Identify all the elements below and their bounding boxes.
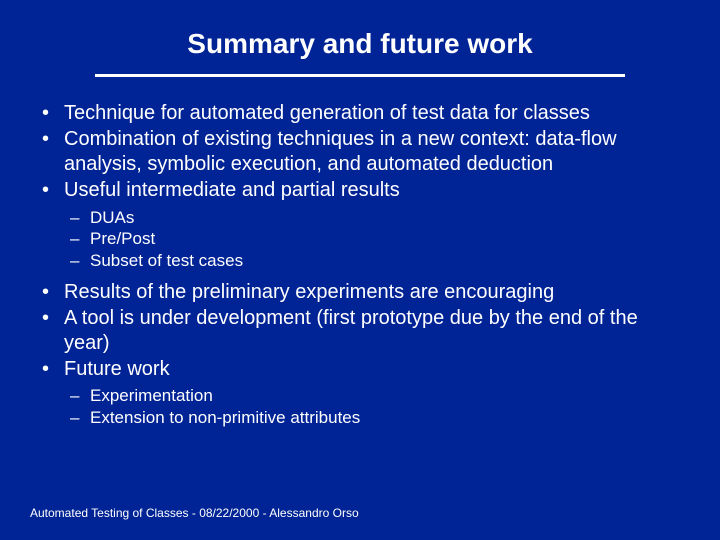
bullet-item: Useful intermediate and partial results … bbox=[36, 178, 684, 272]
sub-bullet-item: Subset of test cases bbox=[64, 250, 684, 272]
bullet-text: Technique for automated generation of te… bbox=[64, 102, 590, 124]
bullet-item: Combination of existing techniques in a … bbox=[36, 127, 684, 176]
sub-bullet-item: Pre/Post bbox=[64, 228, 684, 250]
slide-footer: Automated Testing of Classes - 08/22/200… bbox=[30, 506, 359, 520]
sub-bullet-list: Experimentation Extension to non-primiti… bbox=[64, 385, 684, 429]
sub-bullet-text: DUAs bbox=[90, 208, 134, 227]
title-divider bbox=[95, 74, 625, 77]
bullet-text: Future work bbox=[64, 358, 170, 380]
bullet-text: A tool is under development (first proto… bbox=[64, 307, 638, 353]
bullet-item: Future work Experimentation Extension to… bbox=[36, 357, 684, 429]
sub-bullet-text: Experimentation bbox=[90, 386, 213, 405]
sub-bullet-text: Extension to non-primitive attributes bbox=[90, 408, 360, 427]
bullet-text: Combination of existing techniques in a … bbox=[64, 128, 617, 174]
bullet-list: Technique for automated generation of te… bbox=[36, 101, 684, 429]
slide-title: Summary and future work bbox=[30, 28, 690, 60]
slide-content: Technique for automated generation of te… bbox=[30, 101, 690, 429]
bullet-item: Technique for automated generation of te… bbox=[36, 101, 684, 125]
bullet-text: Results of the preliminary experiments a… bbox=[64, 281, 554, 303]
sub-bullet-text: Subset of test cases bbox=[90, 251, 243, 270]
bullet-item: Results of the preliminary experiments a… bbox=[36, 280, 684, 304]
sub-bullet-item: Extension to non-primitive attributes bbox=[64, 407, 684, 429]
slide: Summary and future work Technique for au… bbox=[0, 0, 720, 540]
sub-bullet-text: Pre/Post bbox=[90, 229, 155, 248]
bullet-text: Useful intermediate and partial results bbox=[64, 179, 400, 201]
sub-bullet-item: DUAs bbox=[64, 207, 684, 229]
sub-bullet-list: DUAs Pre/Post Subset of test cases bbox=[64, 207, 684, 272]
bullet-item: A tool is under development (first proto… bbox=[36, 306, 684, 355]
sub-bullet-item: Experimentation bbox=[64, 385, 684, 407]
